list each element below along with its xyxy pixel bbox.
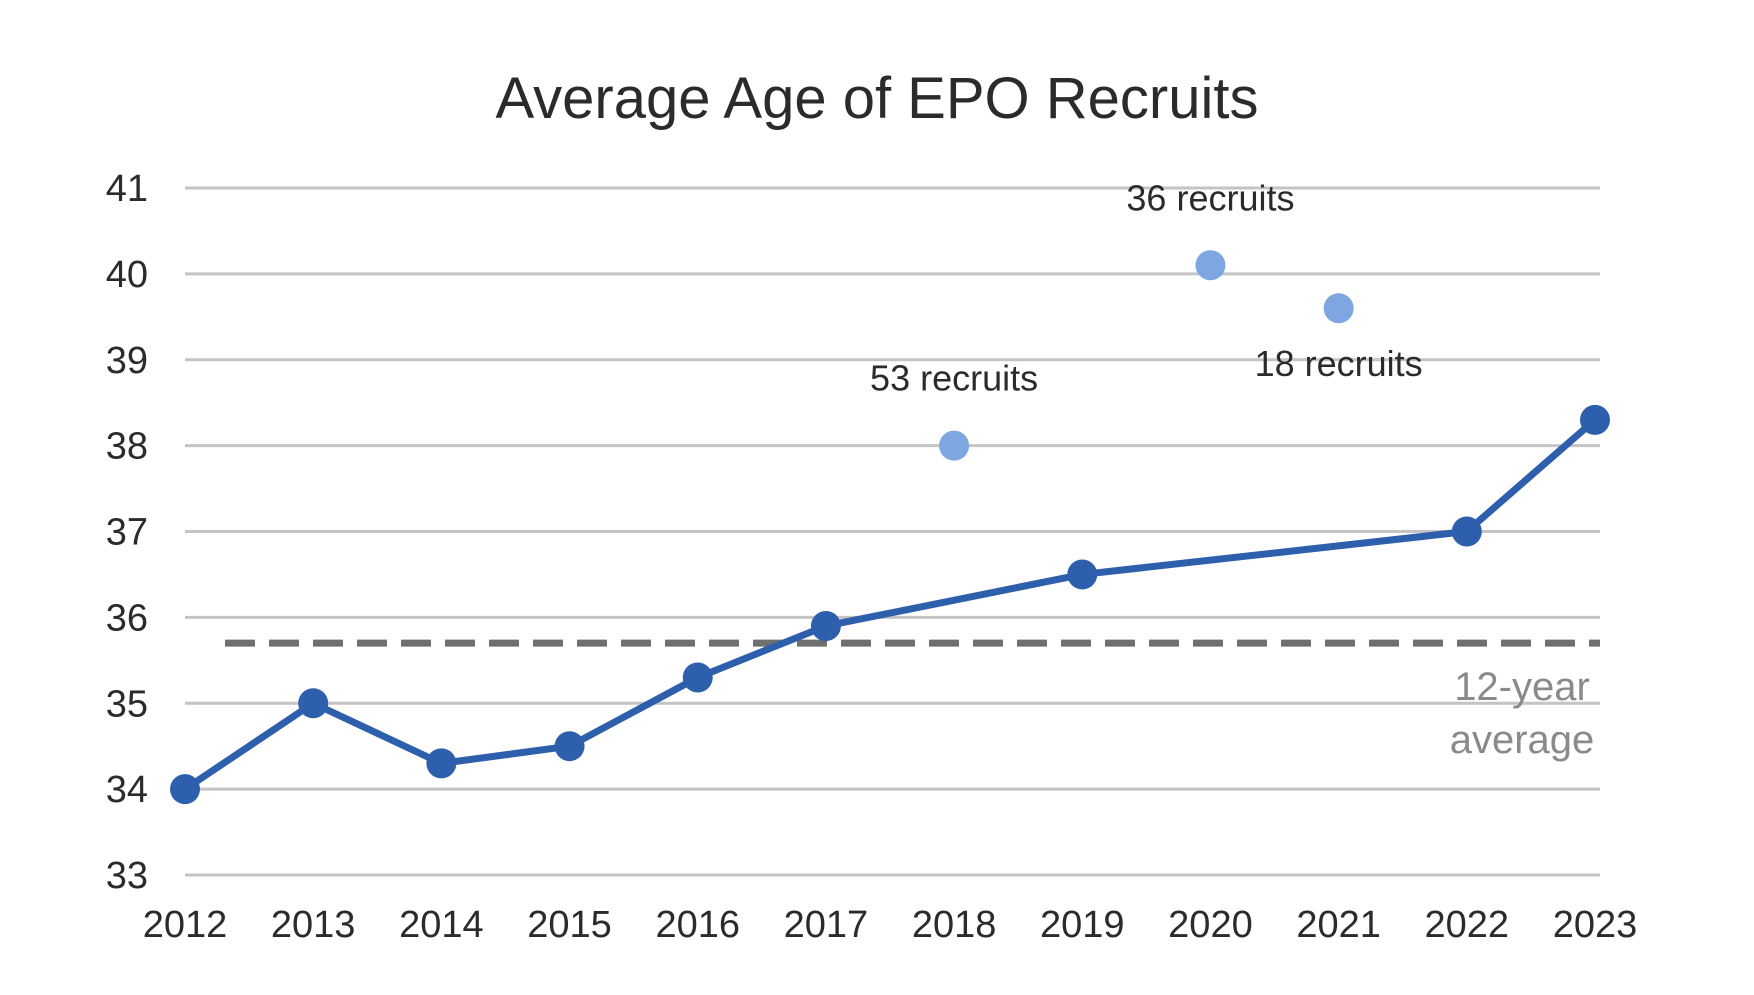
y-axis: 33 34 35 36 37 38 39 40 41 <box>106 168 148 897</box>
reference-line-group: 12-year average <box>225 639 1600 762</box>
y-tick-label: 39 <box>106 340 148 382</box>
recruit-count-label: 53 recruits <box>870 358 1038 399</box>
series-layer <box>170 250 1610 805</box>
annotation-layer: 53 recruits 36 recruits 18 recruits <box>870 177 1423 398</box>
y-tick-label: 41 <box>106 168 148 210</box>
average-label-line2: average <box>1450 718 1595 762</box>
x-tick-label: 2023 <box>1553 904 1638 946</box>
data-point <box>1451 516 1482 547</box>
y-tick-label: 34 <box>106 769 148 811</box>
x-tick-label: 2017 <box>784 904 869 946</box>
x-tick-label: 2020 <box>1168 904 1253 946</box>
x-tick-label: 2022 <box>1425 904 1510 946</box>
x-tick-label: 2021 <box>1296 904 1381 946</box>
outlier-point <box>1195 250 1226 281</box>
data-point <box>426 748 457 779</box>
x-axis: 2012 2013 2014 2015 2016 2017 2018 2019 2020 2021… <box>143 904 1638 946</box>
x-tick-label: 2018 <box>912 904 997 946</box>
data-point <box>682 662 713 693</box>
x-tick-label: 2013 <box>271 904 356 946</box>
x-tick-label: 2016 <box>655 904 740 946</box>
y-tick-label: 40 <box>106 254 148 296</box>
y-tick-label: 38 <box>106 426 148 468</box>
outlier-point <box>1323 293 1354 324</box>
data-point <box>810 610 841 641</box>
x-tick-label: 2014 <box>399 904 484 946</box>
data-point <box>1580 404 1610 435</box>
x-tick-label: 2012 <box>143 904 228 946</box>
chart-title: Average Age of EPO Recruits <box>495 66 1258 131</box>
x-tick-label: 2015 <box>527 904 612 946</box>
average-age-line <box>181 416 1599 793</box>
recruit-count-label: 36 recruits <box>1126 177 1294 218</box>
data-point <box>1067 559 1098 590</box>
data-point <box>298 688 329 719</box>
y-tick-label: 33 <box>106 855 148 897</box>
outlier-point <box>939 430 970 461</box>
data-point <box>170 774 200 805</box>
average-label-line1: 12-year <box>1454 665 1590 709</box>
recruit-count-label: 18 recruits <box>1255 343 1423 384</box>
data-point <box>554 731 585 762</box>
y-tick-label: 35 <box>106 683 148 725</box>
y-tick-label: 36 <box>106 597 148 639</box>
grid-layer <box>185 186 1600 877</box>
x-tick-label: 2019 <box>1040 904 1125 946</box>
y-tick-label: 37 <box>106 512 148 554</box>
